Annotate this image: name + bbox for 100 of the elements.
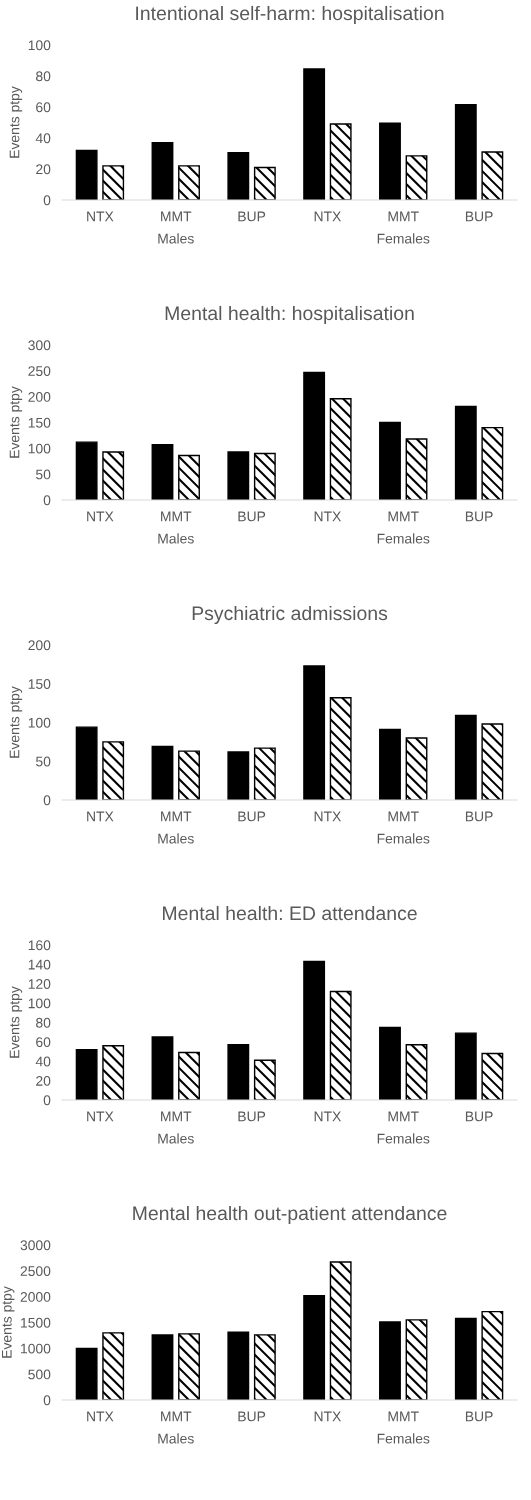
y-tick-label: 2500 <box>20 1266 51 1276</box>
bar <box>253 452 276 500</box>
x-tick-label: BUP <box>465 811 493 822</box>
y-tick-label: 40 <box>35 1056 51 1067</box>
bar <box>329 123 352 200</box>
bar <box>481 426 504 500</box>
y-tick-label: 150 <box>28 417 51 428</box>
y-axis-title: Events ptpy <box>2 1286 15 1358</box>
y-tick-label: 0 <box>43 195 51 206</box>
y-tick-label: 100 <box>28 717 51 728</box>
x-tick-label: BUP <box>238 1411 266 1422</box>
x-tick-label: NTX <box>314 1111 342 1122</box>
x-tick-label: MMT <box>388 811 419 822</box>
x-tick-label: MMT <box>388 1411 419 1422</box>
y-tick-label: 60 <box>36 102 51 113</box>
bar <box>253 1334 276 1400</box>
bar <box>329 1261 352 1400</box>
y-tick-label: 100 <box>28 998 51 1009</box>
bar <box>405 155 428 200</box>
x-tick-label: NTX <box>314 811 342 822</box>
bar <box>303 68 326 200</box>
x-tick-label: MMT <box>161 211 192 222</box>
x-tick-label: BUP <box>465 1411 493 1422</box>
x-tick-label: MMT <box>388 211 419 222</box>
bar <box>454 103 477 200</box>
bar <box>329 398 352 500</box>
bar <box>454 1317 477 1400</box>
bar <box>329 697 352 800</box>
bar <box>405 1044 428 1100</box>
bar <box>303 371 326 500</box>
bar <box>151 1036 174 1100</box>
bar <box>178 1051 200 1100</box>
bar <box>481 1310 504 1400</box>
y-tick-label: 20 <box>36 1075 51 1086</box>
bar <box>303 665 326 800</box>
chart-title: Psychiatric admissions <box>192 605 388 625</box>
bar <box>151 444 174 500</box>
x-tick-label: NTX <box>87 211 114 222</box>
bar <box>75 726 98 800</box>
y-tick-label: 3000 <box>20 1240 51 1251</box>
x-tick-label: NTX <box>87 1411 114 1422</box>
bar <box>102 451 125 500</box>
bar <box>227 1044 250 1100</box>
bar <box>454 714 477 800</box>
y-tick-label: 2000 <box>20 1292 51 1302</box>
y-axis-title: Events ptpy <box>9 386 23 458</box>
bar <box>227 1331 250 1400</box>
y-tick-label: 0 <box>43 1395 51 1406</box>
bar <box>481 723 504 800</box>
text: Males <box>158 1433 194 1444</box>
x-tick-label: MMT <box>388 511 419 522</box>
bar <box>253 747 276 800</box>
y-tick-label: 300 <box>28 340 51 351</box>
bar <box>379 122 401 200</box>
y-tick-label: 0 <box>43 795 51 806</box>
bar <box>227 152 250 200</box>
text: Males <box>158 233 194 244</box>
chart-title: Mental health out-patient attendance <box>133 1205 447 1225</box>
y-tick-label: 60 <box>36 1037 51 1048</box>
text: Males <box>158 833 194 844</box>
chart-title: Mental health: hospitalisation <box>165 305 414 325</box>
y-tick-label: 80 <box>36 1017 51 1028</box>
x-tick-label: MMT <box>161 1111 192 1122</box>
x-tick-label: NTX <box>87 1111 114 1122</box>
bar <box>303 960 326 1100</box>
y-tick-label: 120 <box>28 979 51 989</box>
x-tick-label: MMT <box>161 1411 192 1422</box>
x-tick-label: MMT <box>161 511 192 522</box>
y-axis-title: Events ptpy <box>9 86 23 158</box>
x-tick-label: BUP <box>465 211 493 222</box>
bar <box>151 1334 174 1400</box>
bar <box>75 149 98 200</box>
y-tick-label: 150 <box>28 679 51 689</box>
y-tick-label: 140 <box>28 959 51 970</box>
y-tick-label: 1000 <box>21 1343 51 1354</box>
x-tick-label: BUP <box>238 211 266 222</box>
bar <box>151 745 174 800</box>
y-tick-label: 1500 <box>21 1317 51 1328</box>
text: Females <box>377 233 430 244</box>
bar <box>102 1332 125 1400</box>
chart-title: Mental health: ED attendance <box>163 905 417 921</box>
bar <box>151 141 174 200</box>
y-tick-label: 40 <box>35 133 51 144</box>
y-tick-label: 20 <box>36 164 51 175</box>
y-axis-title: Events ptpy <box>9 686 23 758</box>
x-tick-label: BUP <box>238 811 266 822</box>
y-axis-title: Events ptpy <box>9 986 23 1058</box>
y-tick-label: 100 <box>28 40 51 51</box>
x-tick-label: MMT <box>388 1111 419 1122</box>
bar <box>227 451 250 500</box>
text: Males <box>158 533 194 544</box>
x-tick-label: NTX <box>87 511 114 522</box>
bar <box>102 741 125 800</box>
y-tick-label: 80 <box>36 71 51 82</box>
bar <box>405 1319 428 1400</box>
text: Females <box>377 1133 430 1144</box>
x-tick-label: NTX <box>314 511 342 522</box>
bar <box>303 1294 326 1400</box>
bar <box>454 1032 477 1100</box>
text: Females <box>377 533 430 544</box>
